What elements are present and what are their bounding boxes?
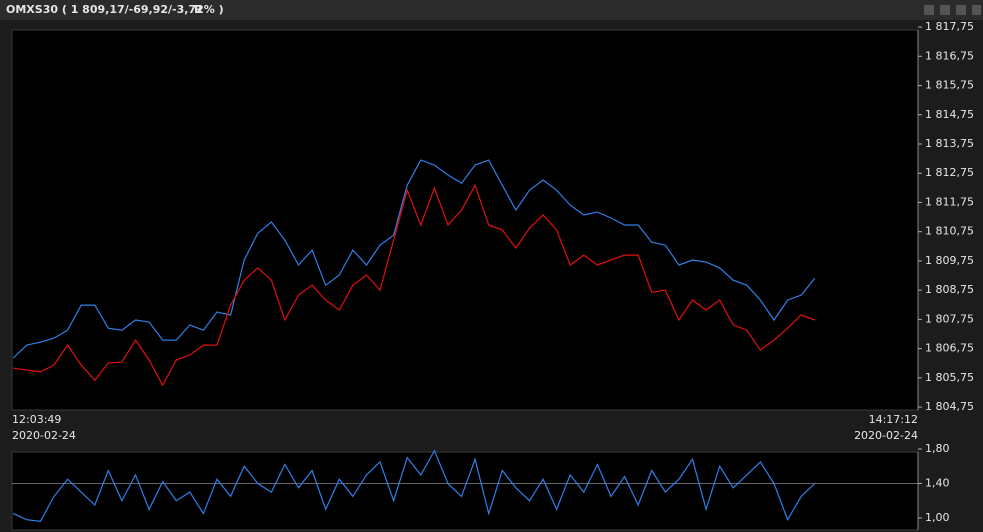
x-date-label: 2020-02-24 [854, 429, 918, 442]
close-button[interactable] [972, 5, 981, 15]
y-tick-label: 1 807,75 [925, 312, 974, 325]
y-tick-label: 1 805,75 [925, 371, 974, 384]
y-tick-label: 1 811,75 [925, 195, 974, 208]
lower-plot [11, 451, 919, 531]
y-tick-label: 1 816,75 [925, 49, 974, 62]
y-tick-label: 1 815,75 [925, 79, 974, 92]
window-buttons[interactable] [924, 5, 981, 15]
title-bar [0, 0, 983, 20]
y-tick-label: 1 808,75 [925, 283, 974, 296]
x-tick-label: 14:17:12 [869, 413, 918, 426]
series-line [12, 159, 816, 359]
y-tick-label: 1,40 [925, 476, 950, 489]
main-plot [11, 29, 919, 411]
series-line [12, 449, 816, 523]
series-line [13, 183, 816, 387]
restore-button[interactable] [956, 5, 966, 15]
y-tick-label: 1,00 [925, 511, 950, 524]
chart-title: OMXS30 ( 1 809,17/-69,92/-3,72% ) [6, 3, 224, 16]
y-tick-label: 1 809,75 [925, 254, 974, 267]
y-tick-label: 1 813,75 [925, 137, 974, 150]
y-tick-label: 1 804,75 [925, 400, 974, 413]
x-tick-label: 12:03:49 [12, 413, 61, 426]
minimize-button[interactable] [924, 5, 934, 15]
realtime-flag: R [194, 3, 203, 16]
y-tick-label: 1 806,75 [925, 342, 974, 355]
y-tick-label: 1,80 [925, 442, 950, 455]
y-tick-label: 1 810,75 [925, 225, 974, 238]
y-tick-label: 1 814,75 [925, 108, 974, 121]
x-date-label: 2020-02-24 [12, 429, 76, 442]
y-tick-label: 1 817,75 [925, 20, 974, 33]
maximize-button[interactable] [940, 5, 950, 15]
y-tick-label: 1 812,75 [925, 166, 974, 179]
